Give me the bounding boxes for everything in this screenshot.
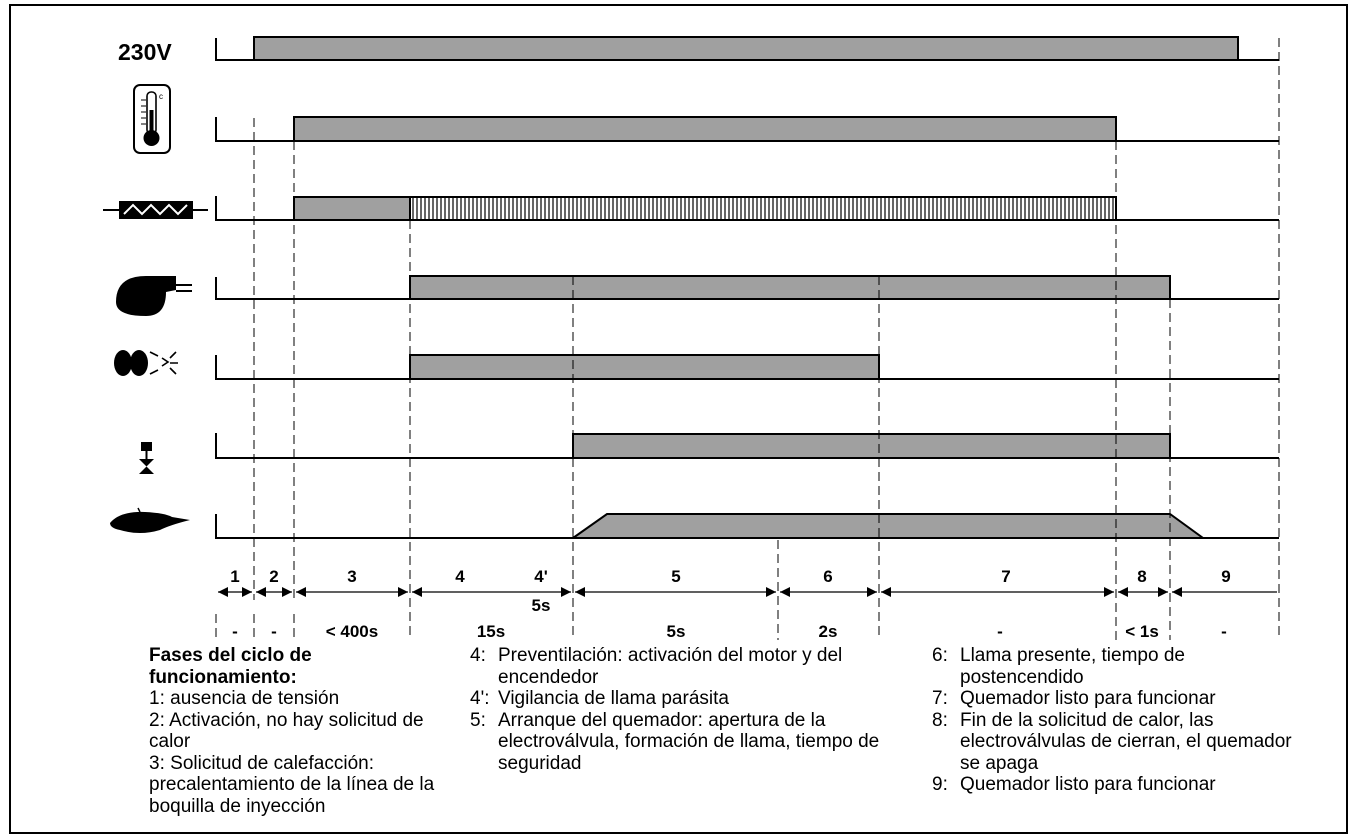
phase-num: 7	[1001, 567, 1010, 586]
phase-num: 4'	[534, 567, 548, 586]
flame-icon	[110, 507, 190, 533]
phase-num: 4	[455, 567, 465, 586]
preheater-bar-solid	[293, 196, 411, 221]
legend-item: 7: Quemador listo para funcionar	[932, 688, 1216, 709]
phase-duration: -	[271, 622, 277, 641]
valve-bar	[572, 433, 1171, 459]
phase-4prime-duration: 5s	[532, 596, 551, 615]
preheater-bar-hatched	[409, 196, 1117, 221]
arrow-head	[282, 587, 292, 597]
phase-num: 6	[823, 567, 832, 586]
phase-num: 9	[1221, 567, 1230, 586]
arrow-head	[218, 587, 228, 597]
phase-num: 3	[347, 567, 356, 586]
legend-item: 6: Llama presente, tiempo de postencendid…	[932, 645, 1185, 688]
phase-duration: 2s	[819, 622, 838, 641]
arrow-head	[242, 587, 252, 597]
phase-duration: -	[997, 622, 1003, 641]
phase-numbers: 1 2 3 4 4' 5 6 7 8 9 5s	[230, 567, 1230, 615]
arrow-head	[561, 587, 571, 597]
thermometer-icon: c	[133, 84, 171, 154]
legend-item: 3: Solicitud de calefacción: precalentam…	[149, 752, 435, 817]
legend-item: 2: Activación, no hay solicitud de calor	[149, 709, 424, 753]
timing-diagram: 230V c	[103, 36, 1280, 641]
thermostat-bar	[293, 116, 1117, 142]
arrow-head	[412, 587, 422, 597]
arrow-head	[1172, 587, 1182, 597]
phase-duration: 5s	[667, 622, 686, 641]
phase-duration: -	[232, 622, 238, 641]
arrow-head	[1158, 587, 1168, 597]
phase-durations: - - < 400s 15s 5s 2s - < 1s -	[232, 622, 1227, 641]
legend-item: 9: Quemador listo para funcionar	[932, 774, 1216, 795]
phase-arrows	[218, 587, 1277, 597]
flame-bar	[569, 513, 1207, 539]
fan-motor-icon	[116, 276, 192, 316]
phase-duration: < 1s	[1125, 622, 1159, 641]
svg-text:c: c	[159, 92, 163, 101]
solenoid-valve-icon	[139, 442, 154, 474]
phase-num: 8	[1137, 567, 1146, 586]
voltage-label: 230V	[118, 39, 172, 65]
phase-num: 2	[269, 567, 278, 586]
legend-item: 8: Fin de la solicitud de calor, las elec…	[932, 709, 1292, 774]
legend-item: 4': Vigilancia de llama parásita	[470, 688, 729, 709]
phase-num: 5	[671, 567, 680, 586]
phase-duration: < 400s	[326, 622, 378, 641]
legend-column-1: Fases del ciclo de funcionamiento: 1: au…	[149, 645, 449, 817]
phase-separators	[215, 38, 1280, 640]
igniter-spark-icon	[114, 350, 178, 376]
arrow-head	[1118, 587, 1128, 597]
phase-duration: -	[1221, 622, 1227, 641]
motor-bar	[409, 275, 1171, 300]
arrow-head	[1104, 587, 1114, 597]
phase-duration: 15s	[477, 622, 505, 641]
legend-title: Fases del ciclo de funcionamiento:	[149, 645, 312, 688]
arrow-head	[398, 587, 408, 597]
legend-column-3: 6: Llama presente, tiempo de postencendid…	[932, 645, 1292, 796]
phase-num: 1	[230, 567, 239, 586]
arrow-head	[881, 587, 891, 597]
arrow-head	[867, 587, 877, 597]
arrow-head	[780, 587, 790, 597]
arrow-head	[766, 587, 776, 597]
legend-column-2: 4: Preventilación: activación del motor y…	[470, 645, 910, 774]
signal-bars	[253, 36, 1239, 539]
igniter-bar	[409, 354, 880, 380]
heater-resistor-icon	[103, 201, 208, 219]
arrow-head	[575, 587, 585, 597]
arrow-head	[256, 587, 266, 597]
legend-item: 4: Preventilación: activación del motor y…	[470, 645, 843, 688]
legend-item: 5: Arranque del quemador: apertura de la …	[470, 709, 880, 774]
voltage-bar	[253, 36, 1239, 61]
legend-item: 1: ausencia de tensión	[149, 688, 340, 709]
arrow-head	[296, 587, 306, 597]
